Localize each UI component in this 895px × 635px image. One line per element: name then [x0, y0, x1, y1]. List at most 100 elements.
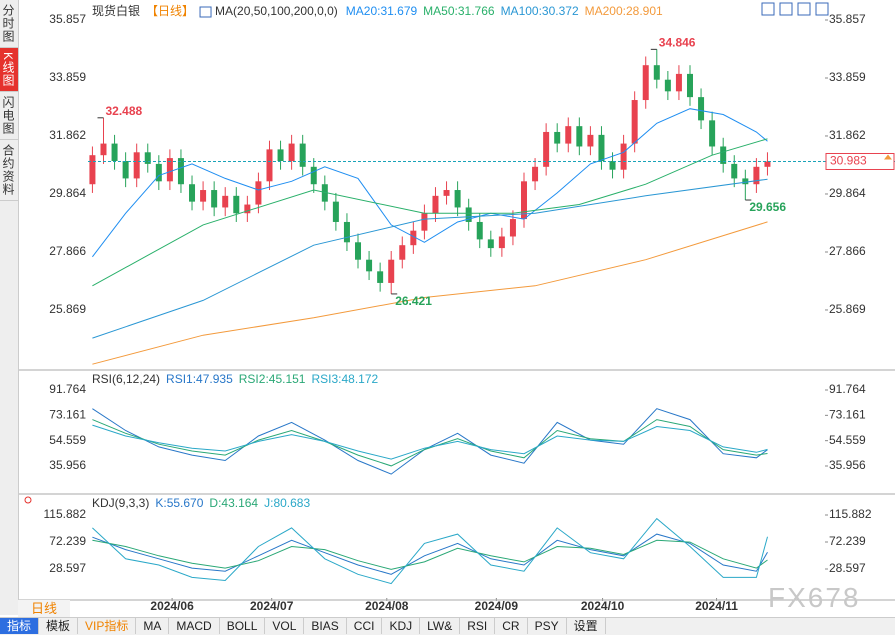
series-line [92, 221, 768, 365]
sidebar-tab[interactable]: 合约资料 [0, 140, 18, 202]
toolbar-tab[interactable]: PSY [528, 618, 567, 634]
series-line [92, 424, 768, 460]
candle-body [642, 65, 649, 101]
candle-body [244, 204, 251, 214]
watermark: FX678 [768, 582, 861, 613]
candle-body [277, 149, 284, 161]
y-tick-label: 115.882 [44, 507, 87, 521]
candle-body [454, 190, 461, 208]
x-tick-label: 2024/07 [250, 599, 294, 613]
candle-body [598, 134, 605, 161]
candle-body [200, 190, 207, 202]
toolbar-tab[interactable]: 指标 [0, 618, 40, 634]
y-tick-label: 29.864 [49, 186, 86, 200]
candle-body [255, 181, 262, 205]
bottom-toolbar: 指标 模板 VIP指标 MA MACD BOLL VOL BIAS CCI KDJ LW& RSI CR… [0, 617, 895, 635]
legend-entry: MA20:31.679 [346, 4, 418, 18]
candle-body [355, 242, 362, 260]
candle-body [266, 149, 273, 182]
candle-body [166, 158, 173, 182]
candle-body [742, 178, 749, 185]
chart-title: 现货白银 [92, 3, 140, 18]
toolbar-icons[interactable] [761, 2, 829, 16]
toolbar-tab[interactable]: CCI [347, 618, 383, 634]
toolbar-tab[interactable]: VOL [265, 618, 305, 634]
candle-body [377, 271, 384, 283]
series-line [92, 138, 768, 287]
candle-body [100, 143, 107, 156]
toolbar-tab[interactable]: BOLL [220, 618, 266, 634]
toolbar-tab[interactable]: VIP指标 [78, 618, 137, 634]
ma-icon [199, 6, 212, 18]
toolbar-tab[interactable]: KDJ [382, 618, 421, 634]
candle-body [189, 184, 196, 202]
candle-body [432, 195, 439, 214]
toolbar-tab[interactable]: RSI [460, 618, 496, 634]
y-tick-label: 33.859 [829, 70, 866, 84]
series-line [92, 408, 768, 475]
candle-body [122, 161, 129, 179]
high-label: 34.846 [659, 36, 696, 50]
candle-body [631, 100, 638, 144]
y-tick-label: 35.956 [49, 458, 86, 472]
candle-body [399, 245, 406, 260]
toolbar-tab[interactable]: MA [136, 618, 170, 634]
sidebar-tab[interactable]: 分时图 [0, 0, 18, 48]
candle-body [532, 166, 539, 182]
indicator-icon[interactable] [24, 496, 32, 504]
indicator-title: RSI(6,12,24) [92, 372, 160, 386]
indicator-label: MA(20,50,100,200,0,0) [215, 4, 338, 18]
y-tick-label: 91.764 [49, 382, 86, 396]
toolbar-tab[interactable]: MACD [169, 618, 220, 634]
x-tick-label: 2024/10 [581, 599, 625, 613]
candle-body [587, 134, 594, 147]
candle-body [443, 190, 450, 196]
legend-entry: MA200:28.901 [585, 4, 663, 18]
candle-body [521, 181, 528, 220]
candle-body [731, 163, 738, 179]
low-label: 29.656 [749, 200, 786, 214]
toolbar-tab[interactable]: BIAS [304, 618, 347, 634]
toolbar-tab[interactable]: LW& [420, 618, 461, 634]
candle-body [465, 207, 472, 222]
candle-body [222, 195, 229, 208]
legend-entry: K:55.670 [155, 496, 203, 510]
y-tick-label: 73.161 [829, 408, 866, 422]
y-tick-label: 72.239 [829, 534, 866, 548]
y-tick-label: 29.864 [829, 186, 866, 200]
legend-entry: MA50:31.766 [423, 4, 495, 18]
series-line [92, 178, 768, 339]
indicator-title: KDJ(9,3,3) [92, 496, 149, 510]
last-price-arrow [884, 154, 892, 160]
sidebar: 分时图 K线图 闪电图 合约资料 [0, 0, 19, 615]
toolbar-tab[interactable]: 设置 [567, 618, 606, 634]
candle-body [753, 166, 760, 185]
candle-body [487, 239, 494, 249]
last-price-label: 30.983 [830, 154, 867, 168]
candle-body [653, 65, 660, 80]
series-line [92, 108, 768, 258]
candle-body [89, 155, 96, 185]
y-tick-label: 54.559 [829, 433, 866, 447]
toolbar-tab[interactable]: 模板 [39, 618, 79, 634]
candle-body [111, 143, 118, 161]
candle-body [476, 221, 483, 240]
y-tick-label: 25.869 [829, 302, 866, 316]
x-tick-label: 2024/08 [365, 599, 409, 613]
x-tick-label: 2024/09 [475, 599, 519, 613]
candle-body [509, 219, 516, 237]
candle-body [310, 166, 317, 185]
x-tick-label: 2024/11 [695, 599, 738, 613]
candle-body [498, 236, 505, 249]
period-button[interactable]: 日线 [18, 600, 70, 617]
sidebar-tab[interactable]: K线图 [0, 48, 18, 93]
y-tick-label: 115.882 [829, 507, 872, 521]
candle-body [698, 97, 705, 121]
candle-body [299, 143, 306, 167]
x-tick-label: 2024/06 [150, 599, 194, 613]
sidebar-tab[interactable]: 闪电图 [0, 92, 18, 141]
candle-body [664, 79, 671, 92]
toolbar-tab[interactable]: CR [495, 618, 528, 634]
